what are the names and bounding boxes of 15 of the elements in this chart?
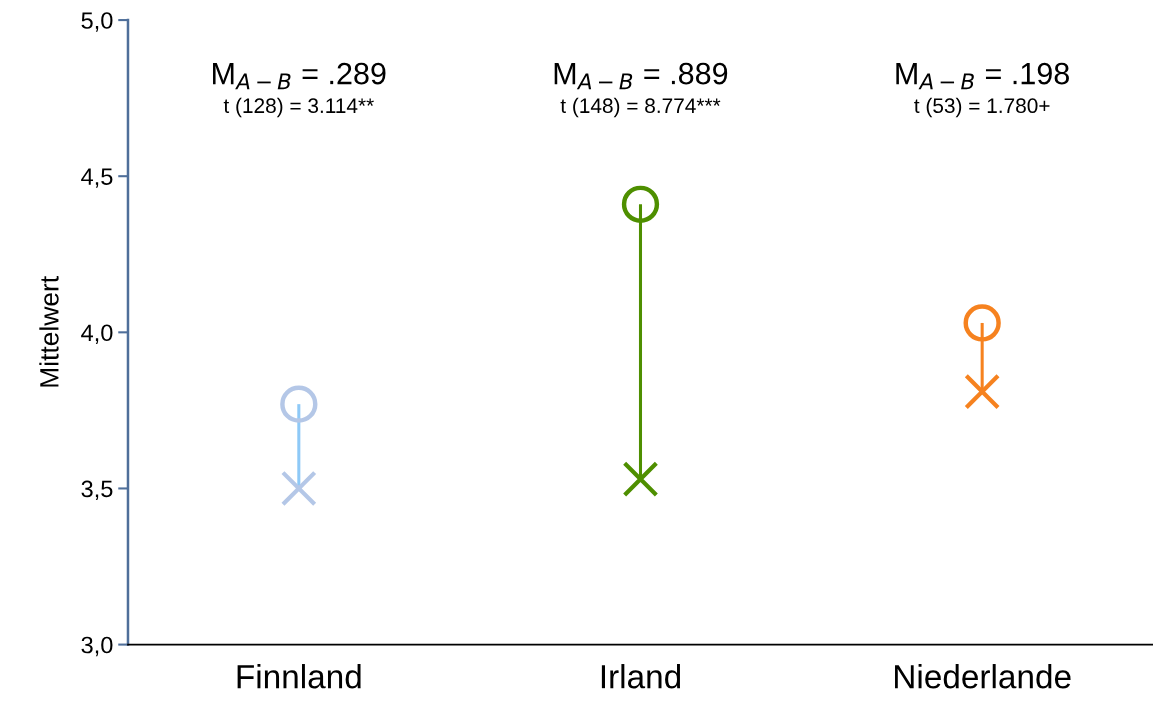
y-axis-title: Mittelwert xyxy=(39,276,59,387)
annotation: t (53) = 1.780+ xyxy=(914,97,1050,118)
y-tick-label: 3,0 xyxy=(81,636,113,657)
x-tick-label: Finnland xyxy=(237,664,361,689)
x-tick-label: Irland xyxy=(601,664,681,689)
y-tick-label: 3,5 xyxy=(81,480,113,501)
y-tick-label: 4,5 xyxy=(81,168,113,188)
y-tick-label: 5,0 xyxy=(81,12,113,32)
annotation: t (148) = 8.774*** xyxy=(560,97,721,118)
annotation: t (128) = 3.114** xyxy=(223,97,374,118)
annotation: M$_{A−B}$ = .289 xyxy=(213,62,386,90)
annotation: M$_{A−B}$ = .198 xyxy=(896,62,1069,90)
annotation: M$_{A−B}$ = .889 xyxy=(554,62,728,90)
y-tick-label: 4,0 xyxy=(81,324,113,344)
x-tick-label: Niederlande xyxy=(895,664,1071,689)
